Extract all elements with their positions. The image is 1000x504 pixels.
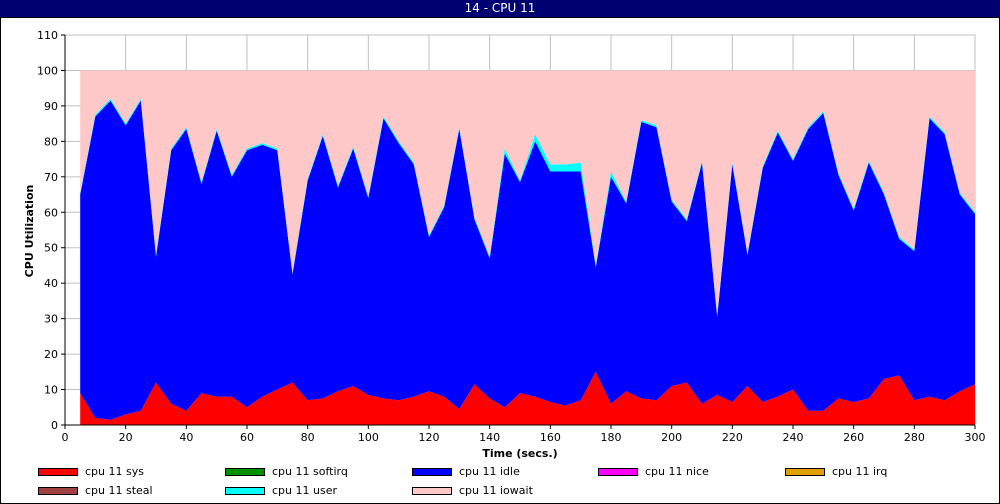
y-tick-label: 10	[44, 384, 58, 397]
x-tick-label: 180	[601, 431, 622, 444]
legend-swatch	[598, 468, 638, 476]
x-tick-label: 260	[843, 431, 864, 444]
legend-swatch	[38, 487, 78, 495]
legend-label: cpu 11 steal	[85, 484, 153, 497]
y-tick-label: 20	[44, 348, 58, 361]
x-tick-label: 120	[419, 431, 440, 444]
legend-swatch	[225, 468, 265, 476]
area-cpu-11-idle	[80, 100, 975, 420]
x-tick-label: 200	[661, 431, 682, 444]
y-tick-label: 90	[44, 100, 58, 113]
y-tick-label: 80	[44, 135, 58, 148]
y-tick-labels: 0 10 20 30 40 50 60 70 80 90 100 110	[37, 29, 58, 432]
legend-label: cpu 11 user	[272, 484, 337, 497]
legend-label: cpu 11 idle	[459, 465, 520, 478]
legend-label: cpu 11 iowait	[459, 484, 533, 497]
legend-label: cpu 11 softirq	[272, 465, 348, 478]
y-axis-label: CPU Utilization	[23, 185, 36, 278]
x-tick-label: 60	[240, 431, 254, 444]
legend-swatch	[412, 468, 452, 476]
legend-swatch	[412, 487, 452, 495]
legend-label: cpu 11 sys	[85, 465, 144, 478]
chart-legend: cpu 11 sys cpu 11 softirq cpu 11 idle cpu 1…	[0, 463, 1000, 504]
legend-swatch	[225, 487, 265, 495]
y-tick-label: 60	[44, 206, 58, 219]
x-tick-label: 20	[119, 431, 133, 444]
legend-label: cpu 11 nice	[645, 465, 709, 478]
area-cpu-11-sys	[80, 371, 975, 425]
x-tick-label: 40	[179, 431, 193, 444]
legend-swatch	[38, 468, 78, 476]
x-tick-label: 0	[62, 431, 69, 444]
y-tick-label: 0	[51, 419, 58, 432]
axes	[61, 34, 976, 429]
area-cpu-11-iowait	[80, 70, 975, 316]
x-tick-label: 220	[722, 431, 743, 444]
x-tick-label: 80	[301, 431, 315, 444]
x-tick-label: 100	[358, 431, 379, 444]
window-title: 14 - CPU 11	[0, 0, 1000, 17]
x-tick-label: 240	[783, 431, 804, 444]
x-tick-label: 140	[479, 431, 500, 444]
x-tick-labels: 0 20 40 60 80 100 120 140 160 180 200 220 240 260 280 3…	[62, 431, 986, 444]
y-tick-label: 70	[44, 171, 58, 184]
legend-swatch	[785, 468, 825, 476]
legend-label: cpu 11 irq	[832, 465, 888, 478]
y-tick-label: 110	[37, 29, 58, 42]
x-tick-label: 280	[904, 431, 925, 444]
x-tick-label: 160	[540, 431, 561, 444]
x-tick-label: 300	[965, 431, 986, 444]
x-axis-label: Time (secs.)	[482, 447, 557, 460]
stacked-areas	[80, 70, 975, 425]
y-tick-label: 40	[44, 277, 58, 290]
y-tick-label: 100	[37, 64, 58, 77]
y-tick-label: 50	[44, 242, 58, 255]
y-tick-label: 30	[44, 313, 58, 326]
